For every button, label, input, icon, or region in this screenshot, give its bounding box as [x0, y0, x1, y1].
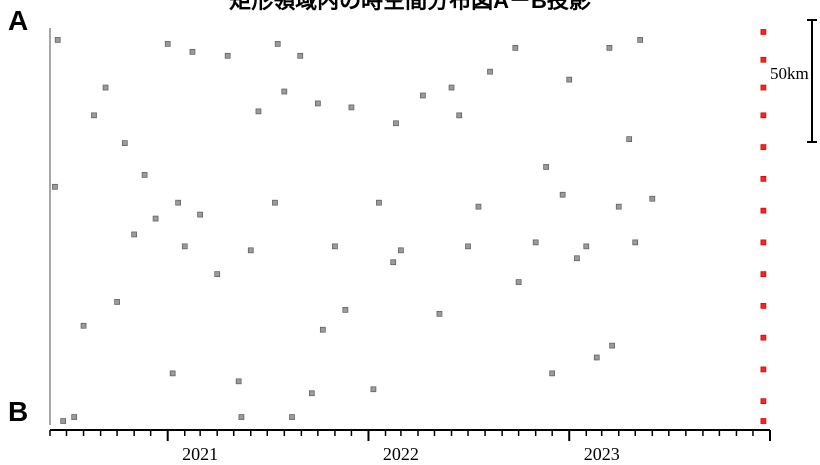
data-point [121, 140, 128, 146]
data-points [52, 29, 767, 424]
data-point [102, 84, 109, 91]
end-label-a: A [8, 5, 28, 36]
data-point [760, 239, 767, 246]
data-point [456, 112, 463, 119]
data-point [609, 342, 615, 349]
data-point [60, 418, 67, 424]
data-point [289, 414, 295, 420]
scale-label: 50km [770, 64, 809, 83]
data-point [487, 68, 493, 75]
data-point [238, 414, 245, 420]
data-point [169, 370, 176, 377]
data-point [637, 37, 644, 43]
data-point [632, 239, 639, 246]
data-point [197, 211, 204, 218]
data-point [376, 199, 382, 206]
data-point [515, 279, 522, 285]
data-point [549, 370, 556, 377]
data-point [593, 354, 600, 361]
data-point [235, 378, 242, 385]
chart-title: 矩形領域内の時空間分布図A－B投影 [229, 0, 591, 13]
data-point [272, 199, 278, 206]
data-point [559, 191, 566, 198]
data-point [760, 112, 767, 119]
data-point [342, 307, 349, 313]
data-point [393, 120, 399, 127]
data-point [760, 29, 767, 35]
data-point [448, 84, 455, 91]
x-axis-ticks [49, 430, 771, 441]
data-point [760, 418, 767, 424]
data-point [224, 52, 231, 59]
data-point [436, 310, 443, 317]
data-point [760, 144, 767, 150]
data-point [615, 203, 622, 210]
data-point [52, 183, 58, 190]
data-point [80, 322, 87, 329]
data-point [583, 243, 590, 250]
data-point [281, 88, 288, 95]
data-point [274, 41, 281, 47]
data-point [332, 243, 338, 250]
data-point [543, 164, 549, 170]
data-point [465, 243, 471, 250]
data-point [420, 92, 426, 99]
data-point [308, 390, 315, 397]
data-point [348, 104, 355, 111]
data-point [398, 247, 404, 254]
data-point [760, 334, 767, 341]
data-point [760, 303, 767, 309]
x-axis-tick-labels: 2021 2022 2023 [182, 444, 620, 464]
data-point [319, 326, 326, 333]
data-point [760, 398, 767, 405]
data-point [760, 366, 767, 373]
data-point [189, 48, 196, 55]
data-point [131, 231, 138, 238]
data-point [512, 44, 519, 51]
data-point [475, 203, 482, 210]
data-point [760, 56, 767, 63]
x-tick-label: 2023 [584, 444, 620, 464]
data-point [255, 108, 262, 115]
data-point [71, 414, 78, 420]
data-point [175, 199, 182, 206]
data-point [390, 259, 397, 266]
x-tick-label: 2021 [182, 444, 218, 464]
data-point [315, 100, 321, 107]
data-point [626, 136, 633, 143]
end-label-b: B [8, 396, 28, 427]
data-point [566, 76, 573, 83]
data-point [760, 84, 767, 91]
scale-bar: 50km [770, 19, 817, 143]
data-point [574, 255, 580, 262]
data-point [532, 239, 539, 246]
data-point [370, 386, 377, 393]
data-point [649, 195, 656, 202]
data-point [760, 207, 767, 214]
data-point [760, 271, 767, 277]
data-point [91, 112, 97, 119]
data-point [164, 41, 171, 47]
data-point [141, 172, 148, 178]
data-point [247, 247, 254, 254]
data-point [114, 299, 120, 305]
data-point [214, 271, 221, 277]
data-point [760, 176, 767, 182]
data-point [181, 243, 188, 250]
data-point [54, 37, 61, 43]
data-point [297, 52, 304, 59]
data-point [606, 44, 613, 51]
data-point [152, 215, 159, 222]
x-tick-label: 2022 [383, 444, 419, 464]
